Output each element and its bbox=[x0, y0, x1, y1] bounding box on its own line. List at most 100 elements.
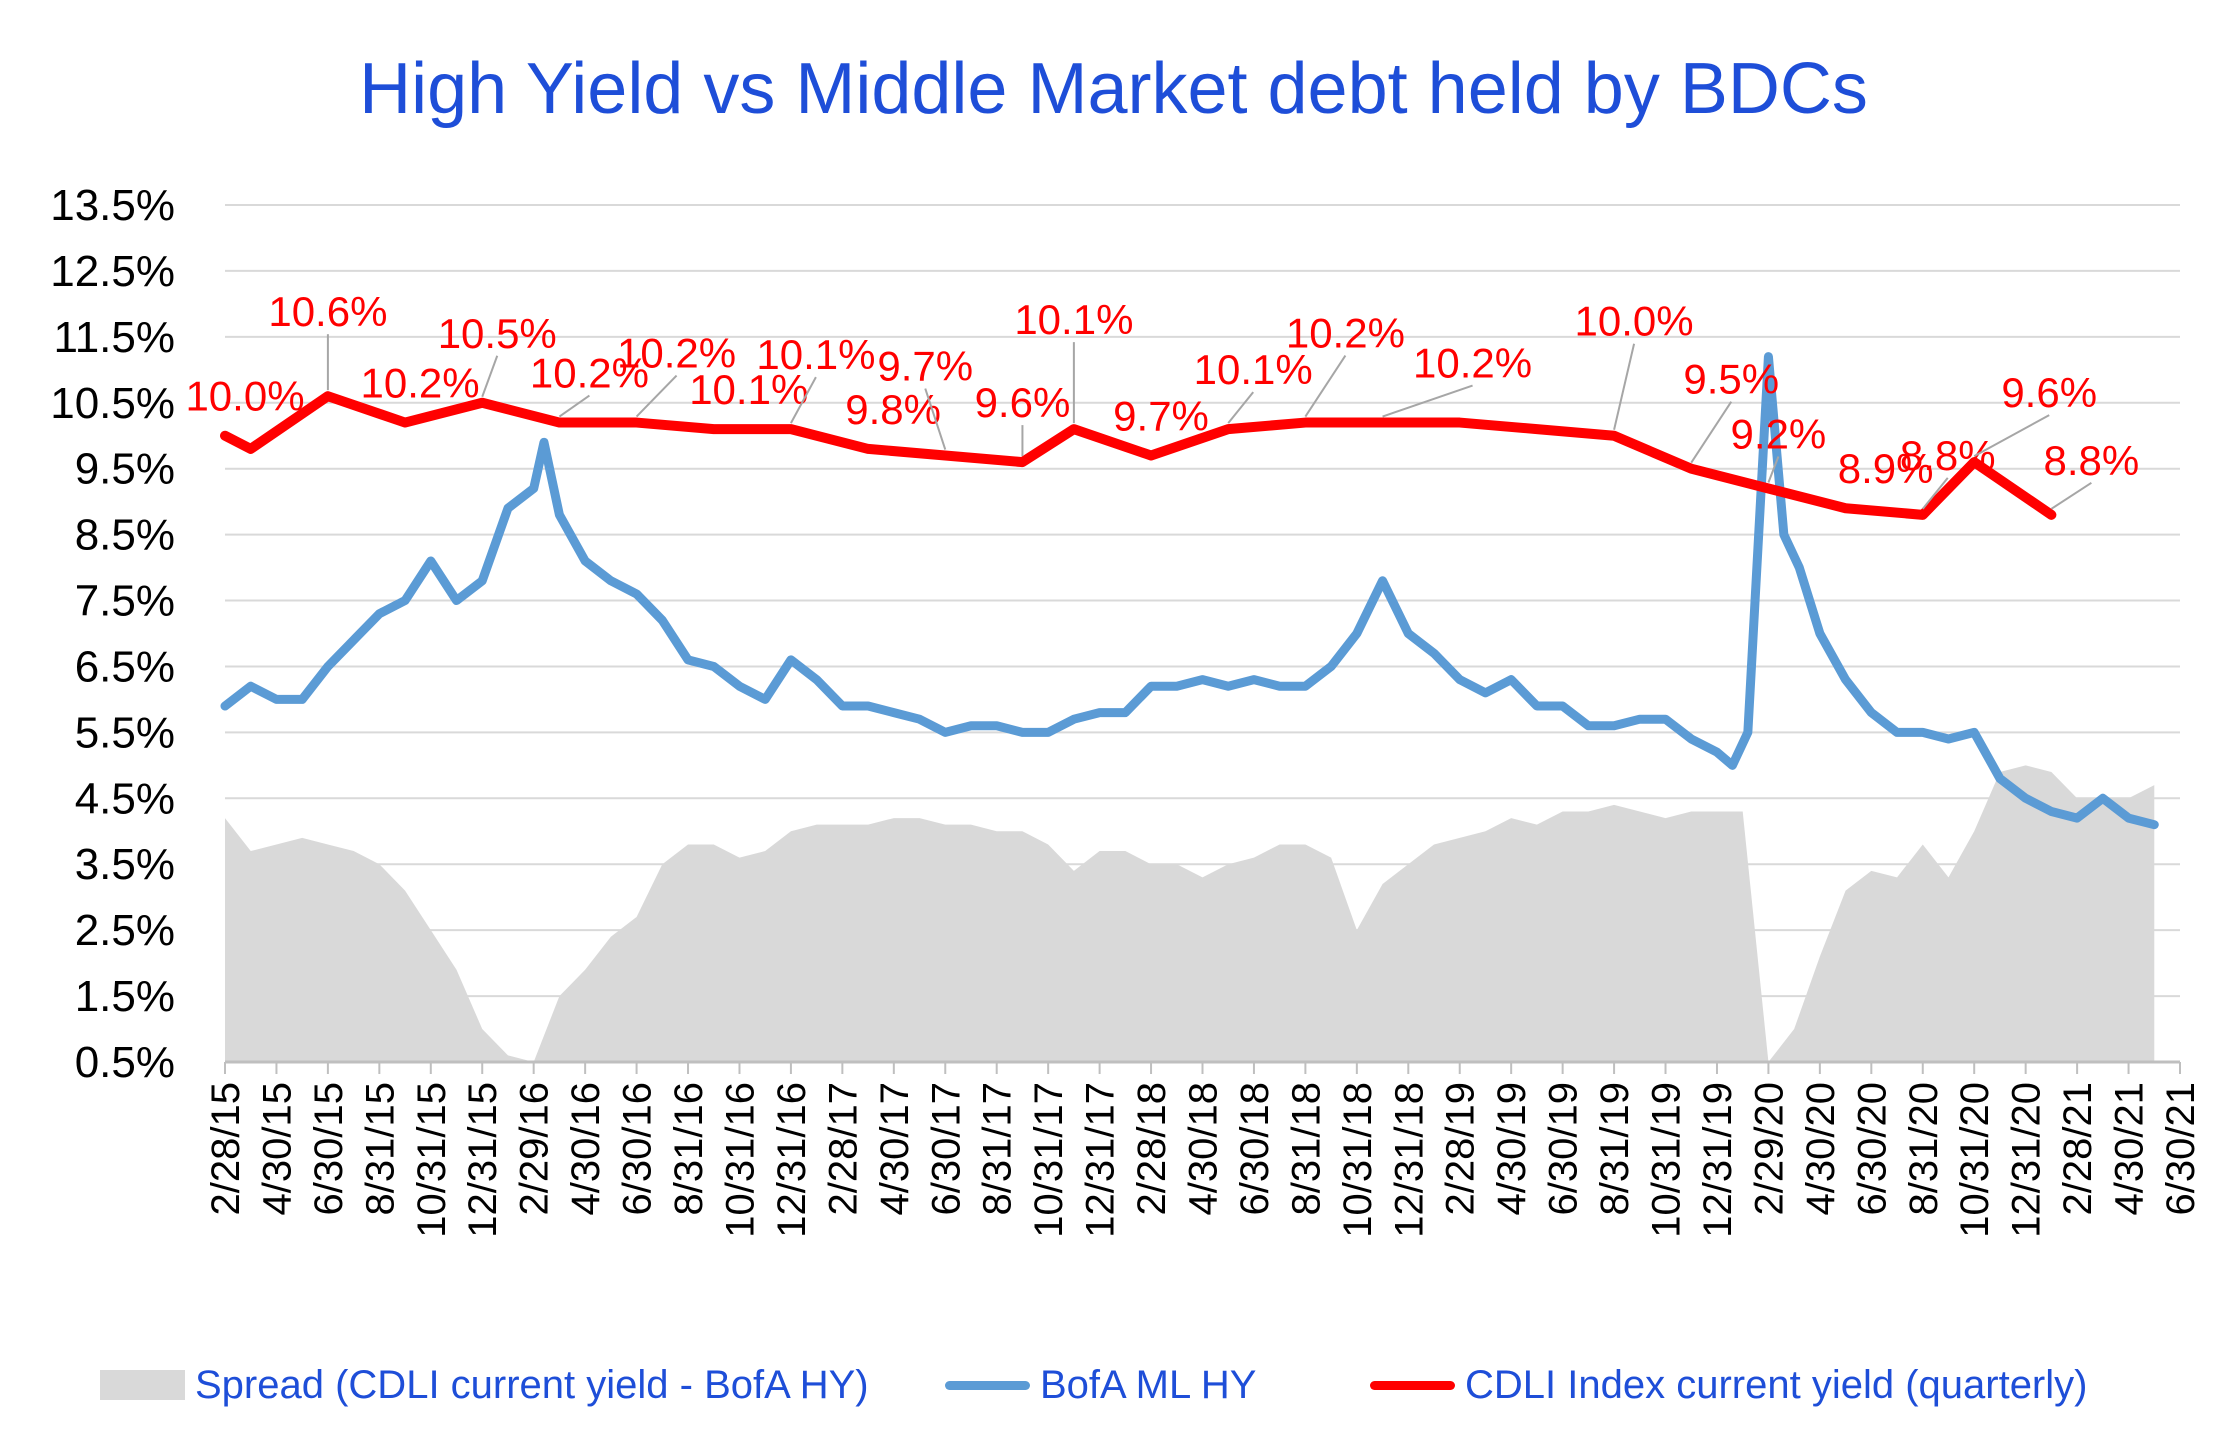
data-label-cdli: 10.2% bbox=[361, 360, 480, 407]
data-label-cdli: 10.0% bbox=[185, 373, 304, 420]
data-label-cdli: 10.6% bbox=[268, 288, 387, 335]
x-tick-label: 4/30/18 bbox=[1182, 1082, 1226, 1215]
series-line-cdli bbox=[220, 391, 2057, 520]
label-leader-line bbox=[558, 394, 590, 418]
label-leader-line bbox=[1767, 456, 1780, 483]
data-label-cdli: 8.9% bbox=[1838, 445, 1934, 492]
data-label-cdli: 9.5% bbox=[1683, 356, 1779, 403]
y-tick-label: 13.5% bbox=[50, 181, 175, 230]
x-tick-label: 8/31/19 bbox=[1593, 1082, 1637, 1215]
legend-label-hy: BofA ML HY bbox=[1040, 1362, 1257, 1407]
x-tick-label: 6/30/19 bbox=[1542, 1082, 1586, 1215]
label-leader-line bbox=[1613, 343, 1636, 430]
data-label-cdli: 9.6% bbox=[2001, 369, 2097, 416]
legend-item-spread: Spread (CDLI current yield - BofA HY) bbox=[100, 1355, 869, 1415]
x-tick-label: 2/28/18 bbox=[1130, 1082, 1174, 1215]
y-tick-label: 10.5% bbox=[50, 379, 175, 428]
data-label-cdli: 10.1% bbox=[1194, 346, 1313, 393]
x-tick-label: 8/31/15 bbox=[358, 1082, 402, 1215]
data-label-cdli: 8.8% bbox=[2044, 437, 2140, 484]
label-leader-line bbox=[481, 355, 499, 398]
x-tick-label: 4/30/16 bbox=[564, 1082, 608, 1215]
x-tick-label: 2/28/15 bbox=[204, 1082, 248, 1215]
x-tick-label: 4/30/20 bbox=[1799, 1082, 1843, 1215]
x-tick-label: 6/30/17 bbox=[924, 1082, 968, 1215]
data-label-cdli: 10.0% bbox=[1575, 298, 1694, 345]
x-tick-label: 12/31/15 bbox=[461, 1082, 505, 1238]
label-leader-line bbox=[924, 388, 947, 450]
y-tick-label: 11.5% bbox=[54, 313, 176, 362]
y-tick-label: 9.5% bbox=[75, 445, 175, 494]
x-tick-label: 10/31/15 bbox=[410, 1082, 454, 1238]
x-tick-label: 10/31/16 bbox=[718, 1082, 762, 1238]
x-tick-label: 2/28/21 bbox=[2056, 1082, 2100, 1215]
x-tick-label: 12/31/19 bbox=[1696, 1082, 1740, 1238]
legend-item-cdli: CDLI Index current yield (quarterly) bbox=[1370, 1355, 2087, 1415]
x-tick-label: 6/30/20 bbox=[1850, 1082, 1894, 1215]
x-tick-label: 6/30/16 bbox=[616, 1082, 660, 1215]
data-label-cdli: 9.7% bbox=[1113, 393, 1209, 440]
x-tick-label: 10/31/19 bbox=[1645, 1082, 1689, 1238]
data-label-cdli: 10.1% bbox=[1014, 296, 1133, 343]
legend-item-hy: BofA ML HY bbox=[945, 1355, 1256, 1415]
label-leader-line bbox=[635, 374, 678, 418]
chart-title: High Yield vs Middle Market debt held by… bbox=[359, 49, 1868, 129]
data-label-cdli: 10.5% bbox=[438, 310, 557, 357]
label-leader-line bbox=[1921, 477, 1949, 510]
legend-swatch-cdli bbox=[1370, 1380, 1455, 1390]
x-tick-label: 6/30/21 bbox=[2159, 1082, 2203, 1215]
y-tick-label: 2.5% bbox=[75, 906, 175, 955]
data-label-cdli: 10.1% bbox=[689, 366, 808, 413]
x-tick-label: 2/28/17 bbox=[821, 1082, 865, 1215]
y-tick-label: 7.5% bbox=[75, 577, 175, 626]
y-tick-label: 5.5% bbox=[75, 708, 175, 757]
x-tick-label: 12/31/18 bbox=[1387, 1082, 1431, 1238]
data-label-cdli: 10.2% bbox=[1413, 340, 1532, 387]
data-label-cdli: 10.2% bbox=[617, 330, 736, 377]
label-leader-line bbox=[1227, 391, 1255, 424]
y-tick-label: 12.5% bbox=[50, 247, 175, 296]
x-tick-label: 12/31/16 bbox=[770, 1082, 814, 1238]
x-tick-label: 4/30/21 bbox=[2108, 1082, 2152, 1215]
legend-label-cdli: CDLI Index current yield (quarterly) bbox=[1465, 1362, 2088, 1407]
x-tick-label: 8/31/18 bbox=[1284, 1082, 1328, 1215]
x-tick-label: 8/31/20 bbox=[1902, 1082, 1946, 1215]
data-label-cdli: 10.2% bbox=[530, 350, 649, 397]
x-tick-label: 2/28/19 bbox=[1439, 1082, 1483, 1215]
label-leader-line bbox=[790, 376, 817, 424]
x-tick-label: 8/31/17 bbox=[976, 1082, 1020, 1215]
y-tick-label: 6.5% bbox=[75, 642, 175, 691]
legend-label-spread: Spread (CDLI current yield - BofA HY) bbox=[195, 1362, 869, 1407]
x-tick-label: 2/29/16 bbox=[513, 1082, 557, 1215]
x-tick-label: 6/30/15 bbox=[307, 1082, 351, 1215]
label-leader-line bbox=[1304, 354, 1347, 418]
series-line-bofa-ml-hy bbox=[220, 352, 2159, 830]
data-label-cdli: 9.2% bbox=[1731, 410, 1827, 457]
y-tick-label: 1.5% bbox=[75, 972, 175, 1021]
y-tick-label: 3.5% bbox=[75, 840, 175, 889]
data-label-cdli: 10.2% bbox=[1286, 310, 1405, 357]
x-tick-label: 8/31/16 bbox=[667, 1082, 711, 1215]
label-leader-line bbox=[1690, 401, 1733, 464]
legend-swatch-hy bbox=[945, 1380, 1030, 1390]
y-tick-label: 0.5% bbox=[75, 1038, 175, 1087]
data-label-cdli: 9.7% bbox=[877, 343, 973, 390]
label-leader-line bbox=[1973, 414, 2050, 457]
x-tick-label: 4/30/15 bbox=[255, 1082, 299, 1215]
x-tick-label: 4/30/19 bbox=[1490, 1082, 1534, 1215]
x-tick-label: 12/31/20 bbox=[2005, 1082, 2049, 1238]
data-label-cdli: 8.8% bbox=[1900, 432, 1996, 479]
y-tick-label: 8.5% bbox=[75, 511, 175, 560]
x-tick-label: 4/30/17 bbox=[873, 1082, 917, 1215]
x-tick-label: 6/30/18 bbox=[1233, 1082, 1277, 1215]
x-tick-label: 2/29/20 bbox=[1747, 1082, 1791, 1215]
data-label-cdli: 10.1% bbox=[756, 331, 875, 378]
x-tick-label: 10/31/18 bbox=[1336, 1082, 1380, 1238]
data-label-cdli: 9.6% bbox=[975, 379, 1071, 426]
spread-area bbox=[225, 765, 2155, 1062]
data-label-cdli: 9.8% bbox=[845, 386, 941, 433]
legend: Spread (CDLI current yield - BofA HY) Bo… bbox=[100, 1355, 2200, 1415]
x-tick-label: 10/31/17 bbox=[1027, 1082, 1071, 1238]
x-tick-label: 12/31/17 bbox=[1079, 1082, 1123, 1238]
